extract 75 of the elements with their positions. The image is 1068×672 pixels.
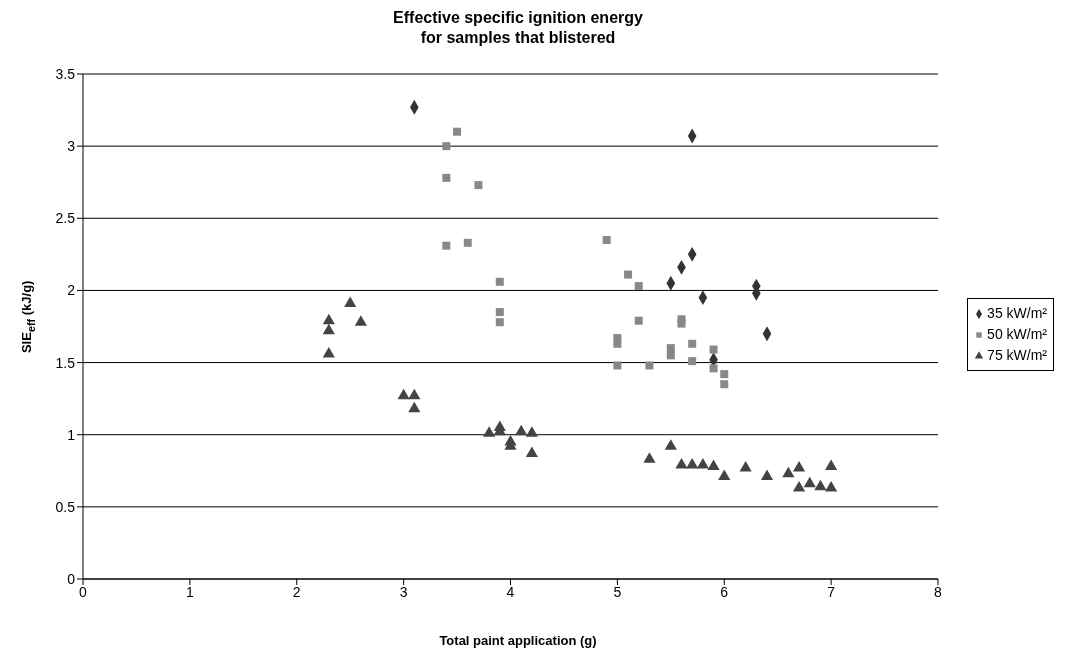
- point: [666, 351, 675, 360]
- point: [645, 361, 654, 370]
- legend-label: 75 kW/m²: [987, 346, 1047, 365]
- point: [643, 452, 656, 463]
- point: [515, 424, 528, 436]
- x-tick-label: 8: [934, 583, 943, 600]
- y-tick-label: 1: [67, 426, 76, 443]
- point: [624, 270, 633, 279]
- legend-label: 50 kW/m²: [987, 325, 1047, 344]
- point: [493, 420, 506, 432]
- point: [495, 318, 504, 327]
- point: [707, 459, 720, 470]
- point: [322, 313, 335, 325]
- x-tick-label: 7: [827, 583, 836, 600]
- point: [814, 479, 827, 491]
- point: [463, 238, 472, 247]
- point: [686, 458, 699, 469]
- point: [495, 277, 504, 286]
- point: [634, 282, 643, 291]
- point: [739, 460, 752, 472]
- point: [720, 380, 729, 389]
- point: [602, 235, 611, 244]
- point: [442, 142, 451, 151]
- point: [495, 308, 504, 317]
- point: [344, 296, 357, 307]
- y-tick-label: 2: [67, 282, 76, 299]
- point: [525, 426, 538, 437]
- y-tick-label: 1.5: [55, 354, 76, 371]
- point: [677, 319, 686, 328]
- y-tick-label: 3.5: [55, 65, 76, 82]
- chart-title: Effective specific ignition energy for samples that blistered: [392, 8, 644, 48]
- point: [322, 346, 335, 358]
- y-tick-label: 3: [67, 138, 76, 155]
- point: [483, 426, 496, 437]
- point: [613, 361, 622, 370]
- y-tick-label: 2.5: [55, 210, 76, 227]
- point: [354, 315, 367, 326]
- point: [442, 241, 451, 250]
- y-tick-label: 0: [67, 570, 76, 587]
- point: [453, 127, 462, 136]
- point: [803, 476, 816, 488]
- point: [474, 181, 483, 190]
- x-tick-label: 4: [506, 583, 515, 600]
- point: [688, 357, 697, 366]
- point: [782, 466, 795, 478]
- point: [709, 364, 718, 373]
- point: [720, 370, 729, 379]
- point: [709, 345, 718, 354]
- point: [525, 446, 538, 457]
- point: [792, 460, 806, 472]
- point: [408, 388, 421, 400]
- point: [675, 458, 688, 469]
- point: [696, 458, 709, 469]
- point: [613, 339, 622, 348]
- x-axis-title: Total paint application (g): [438, 633, 598, 648]
- point: [634, 316, 643, 325]
- point: [397, 388, 410, 400]
- x-tick-label: 1: [185, 583, 194, 600]
- point: [825, 481, 838, 492]
- x-tick-label: 6: [720, 583, 729, 600]
- x-tick-label: 0: [79, 583, 88, 600]
- x-tick-label: 3: [399, 583, 408, 600]
- point: [664, 439, 677, 450]
- point: [442, 173, 451, 182]
- point: [792, 481, 806, 492]
- x-tick-label: 5: [613, 583, 622, 600]
- point: [718, 469, 731, 481]
- x-tick-label: 2: [292, 583, 301, 600]
- point: [760, 469, 774, 481]
- point: [322, 323, 335, 335]
- legend-label: 35 kW/m²: [987, 304, 1047, 323]
- point: [825, 459, 838, 470]
- y-tick-label: 0.5: [55, 498, 76, 515]
- point: [408, 401, 421, 413]
- point: [688, 339, 697, 348]
